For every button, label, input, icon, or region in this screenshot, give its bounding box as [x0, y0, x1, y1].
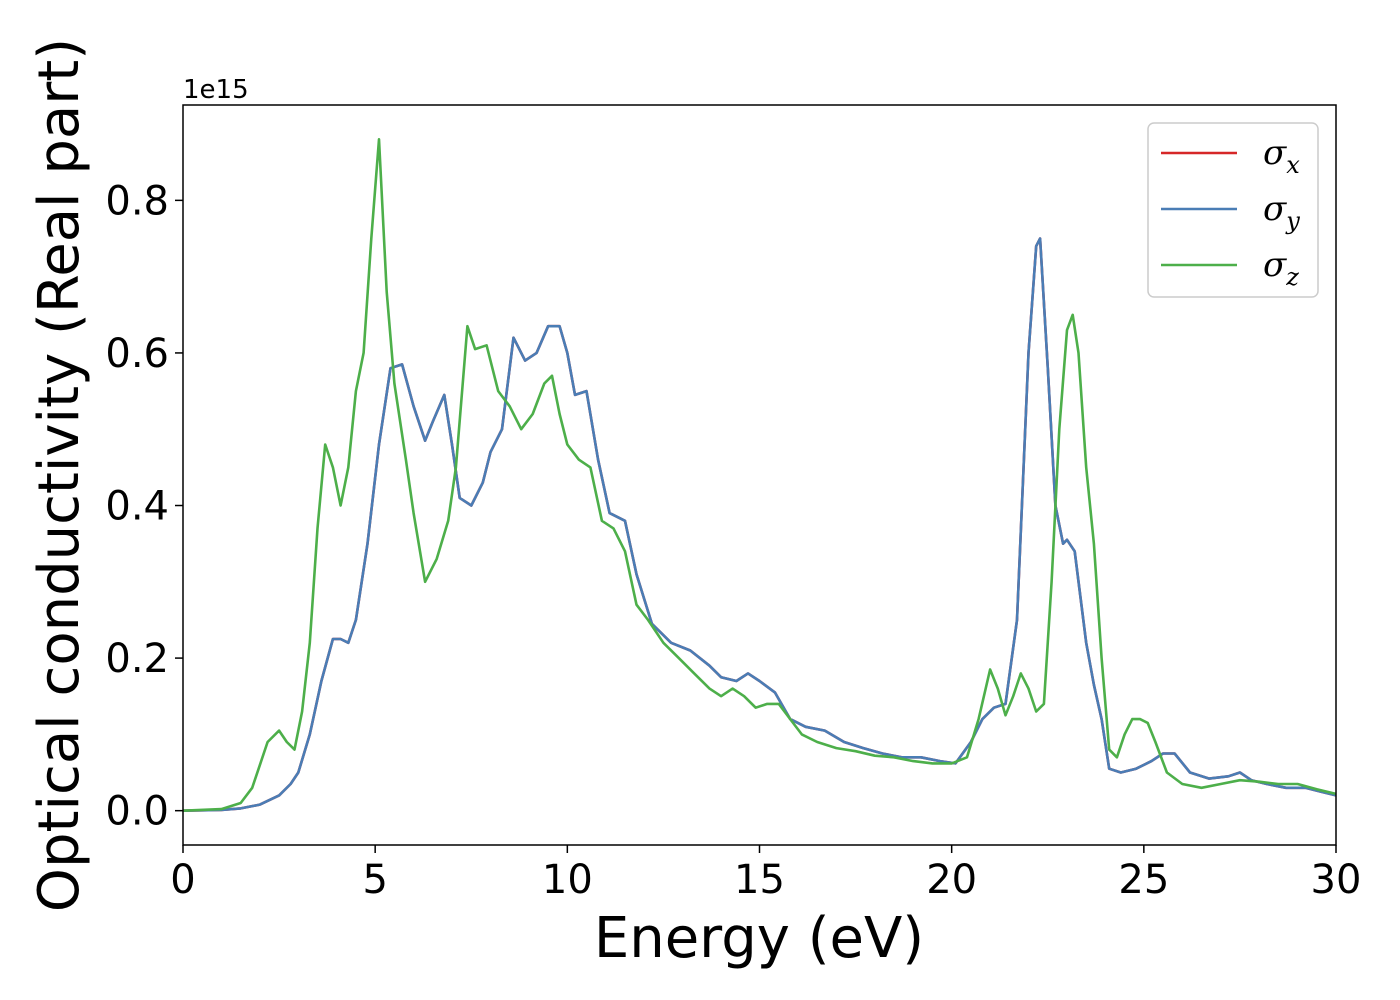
legend-label-0: σx — [1263, 133, 1300, 179]
y-offset-label: 1e15 — [183, 75, 249, 105]
legend-label-1: σy — [1263, 189, 1300, 235]
x-tick-label: 30 — [1311, 857, 1362, 903]
y-tick-label: 0.4 — [105, 484, 169, 530]
y-axis-ticks: 0.0 0.2 0.4 0.6 0.8 — [105, 178, 183, 835]
x-tick-label: 20 — [926, 857, 977, 903]
x-axis-ticks: 0 5 10 15 20 25 30 — [170, 845, 1361, 903]
y-tick-label: 0.6 — [105, 331, 169, 377]
x-tick-label: 15 — [734, 857, 785, 903]
y-axis-label: Optical conductivity (Real part) — [27, 38, 92, 912]
series-line-2 — [182, 138, 1337, 812]
y-tick-label: 0.0 — [105, 789, 169, 835]
x-axis-label: Energy (eV) — [594, 906, 924, 971]
x-tick-label: 5 — [362, 857, 387, 903]
x-tick-label: 25 — [1118, 857, 1169, 903]
legend-label-2: σz — [1263, 245, 1299, 291]
series-line-0 — [182, 237, 1337, 812]
series-line-1 — [182, 237, 1337, 812]
x-tick-label: 10 — [542, 857, 593, 903]
legend: σx σy σz — [1147, 122, 1319, 298]
series-layer — [182, 138, 1337, 812]
x-tick-label: 0 — [170, 857, 195, 903]
y-tick-label: 0.8 — [105, 178, 169, 224]
y-tick-label: 0.2 — [105, 636, 169, 682]
